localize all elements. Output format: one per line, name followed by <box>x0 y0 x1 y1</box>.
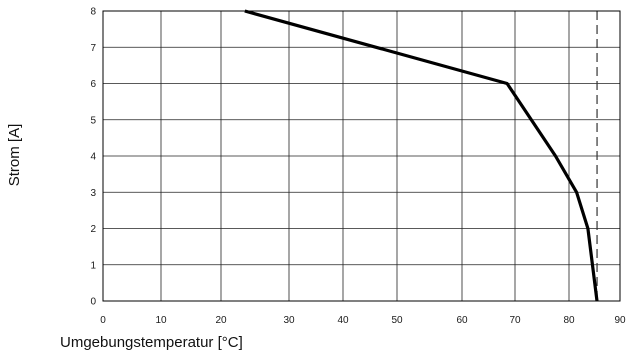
x-tick-label: 60 <box>456 315 468 326</box>
y-tick-label: 3 <box>90 188 96 199</box>
x-tick-label: 40 <box>337 315 349 326</box>
series-group <box>244 9 599 302</box>
y-tick-label: 0 <box>90 297 96 308</box>
y-tick-label: 4 <box>90 152 96 163</box>
x-tick-label: 30 <box>283 315 295 326</box>
x-tick-label: 10 <box>155 315 167 326</box>
y-axis-label: Strom [A] <box>6 124 23 187</box>
x-axis-label: Umgebungstemperatur [°C] <box>60 334 243 351</box>
x-tick-label: 90 <box>614 315 626 326</box>
y-tick-label: 5 <box>90 115 96 126</box>
x-tick-label: 80 <box>563 315 575 326</box>
x-tick-label: 70 <box>509 315 521 326</box>
y-tick-label: 7 <box>90 43 96 54</box>
x-tick-labels: 0 10 20 30 40 50 60 70 80 90 <box>100 315 626 326</box>
y-tick-labels: 0 1 2 3 4 5 6 7 8 <box>90 7 96 308</box>
plot-frame <box>102 10 621 302</box>
x-tick-label: 0 <box>100 315 106 326</box>
y-tick-label: 6 <box>90 79 96 90</box>
x-tick-label: 50 <box>391 315 403 326</box>
y-tick-label: 8 <box>90 7 96 18</box>
y-tick-label: 1 <box>90 260 96 271</box>
y-tick-label: 2 <box>90 224 96 235</box>
x-tick-label: 20 <box>215 315 227 326</box>
current-derating-line <box>244 9 599 302</box>
grid <box>102 10 621 302</box>
